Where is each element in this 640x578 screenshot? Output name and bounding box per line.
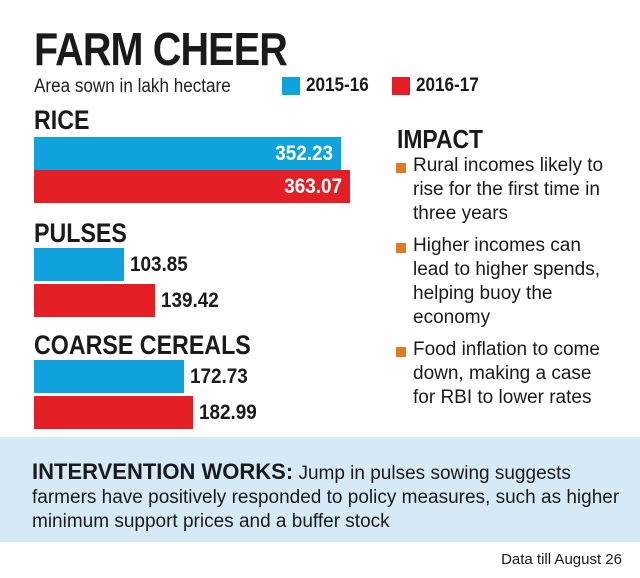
legend-item-2016-17: 2016-17	[392, 74, 486, 98]
data-label: 182.99	[199, 401, 258, 424]
legend-label-2015-16: 2015-16	[306, 75, 369, 96]
bullet-square-icon	[396, 163, 406, 173]
intervention-lead: INTERVENTION WORKS:	[32, 459, 294, 484]
impact-item-text: Rural incomes likely to rise for the fir…	[413, 155, 604, 224]
impact-title: IMPACT	[397, 124, 484, 154]
data-label: 352.23	[274, 142, 333, 165]
legend-item-2015-16: 2015-16	[282, 74, 376, 98]
chart-title: FARM CHEER	[34, 23, 288, 75]
bar-2015-16	[34, 360, 185, 393]
data-label: 139.42	[161, 289, 220, 312]
intervention-text: Jump in pulses sowing suggests farmers h…	[32, 463, 620, 532]
bullet-square-icon	[396, 243, 406, 253]
impact-item-text: Food inflation to come down, making a ca…	[413, 339, 600, 408]
data-label: 172.73	[190, 365, 249, 388]
legend-swatch-2016-17	[392, 77, 410, 95]
bar-2016-17	[34, 396, 194, 429]
legend-swatch-2015-16	[282, 77, 300, 95]
bullet-square-icon	[396, 347, 406, 357]
bar-2016-17	[34, 170, 350, 203]
category-label: COARSE CEREALS	[34, 330, 251, 360]
bar-2016-17	[34, 284, 156, 317]
impact-box	[374, 116, 620, 424]
data-label: 103.85	[130, 253, 189, 276]
impact-item-text: Higher incomes can lead to higher spends…	[413, 235, 600, 328]
intervention-note: INTERVENTION WORKS: Jump in pulses sowin…	[32, 460, 622, 534]
bar-2015-16	[34, 248, 125, 281]
chart-subtitle: Area sown in lakh hectare	[34, 76, 231, 97]
data-label: 363.07	[284, 175, 342, 198]
category-label: PULSES	[34, 218, 127, 248]
category-label: RICE	[34, 105, 90, 135]
bar-2015-16	[34, 137, 341, 170]
intervention-panel	[0, 437, 640, 542]
legend-label-2016-17: 2016-17	[416, 75, 479, 96]
source-footnote: Data till August 26	[501, 551, 622, 568]
